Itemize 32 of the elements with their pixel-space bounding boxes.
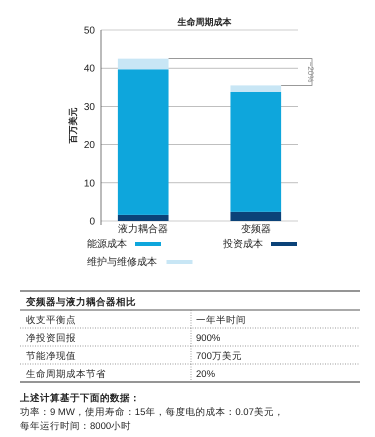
y-tick-label: 50 (84, 26, 96, 36)
text: 净投资回报 (26, 332, 76, 344)
bar (230, 85, 282, 92)
text: 生命周期成本节省 (26, 368, 106, 380)
bar (230, 212, 282, 221)
bar (118, 58, 169, 70)
y-tick-label: 30 (84, 102, 96, 113)
text: ~20% (306, 62, 315, 82)
bar (118, 69, 169, 215)
text: 变频器与液力耦合器相比 (25, 296, 136, 308)
legend-label: 投资成本 (222, 238, 263, 250)
chart-title: 生命周期成本 (176, 17, 232, 27)
text: 每年运行时间：8000小时 (20, 420, 132, 432)
legend-label: 维护与维修成本 (87, 256, 157, 268)
text: 20% (196, 369, 216, 380)
text: 收支平衡点 (26, 314, 76, 326)
y-axis-title: 百万美元 (68, 108, 78, 144)
bar (118, 214, 169, 221)
y-tick-label: 40 (84, 64, 96, 75)
x-tick-label: 变频器 (240, 223, 271, 235)
bar (230, 92, 282, 212)
y-tick-label: 20 (84, 140, 96, 152)
text: 900% (196, 333, 221, 344)
y-tick-label: 0 (89, 216, 96, 228)
text: 节能净现值 (26, 350, 76, 362)
text: 一年半时间 (196, 314, 246, 326)
y-tick-label: 10 (84, 178, 96, 190)
legend-label: 能源成本 (87, 238, 127, 250)
x-tick-label: 液力耦合器 (118, 223, 168, 235)
text: 功率：9 MW，使用寿命：15年，每度电的成本：0.07美元， (20, 406, 284, 418)
text: 上述计算基于下面的数据： (19, 392, 140, 404)
text: 700万美元 (196, 350, 242, 362)
